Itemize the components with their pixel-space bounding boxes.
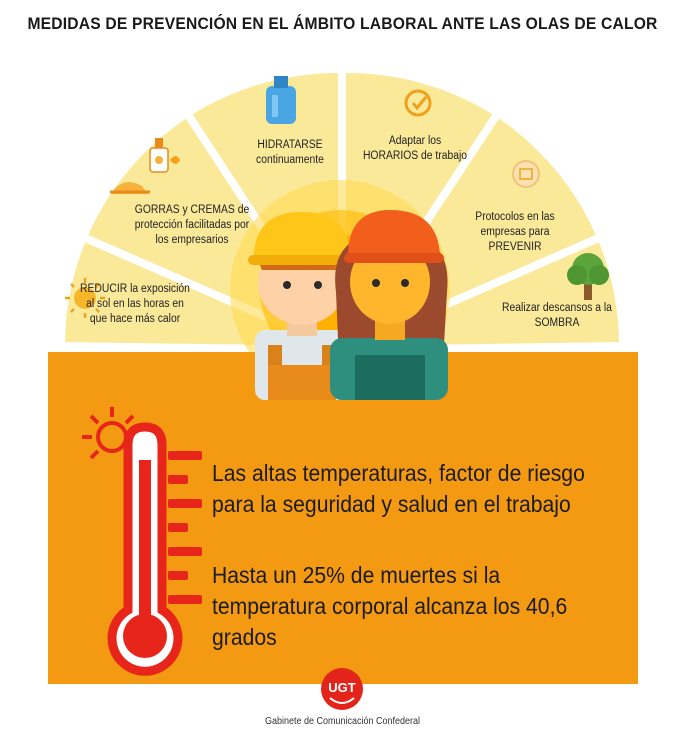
worker-woman [330, 210, 448, 400]
footer-caption: Gabinete de Comunicación Confederal [264, 716, 421, 727]
protocol-icon [512, 160, 540, 188]
sun-icon [65, 278, 105, 318]
measure-label-caps-creams: GORRAS y CREMAS de protección facilitada… [134, 204, 250, 246]
measure-label-reduce: REDUCIR la exposición al sol en las hora… [80, 283, 190, 325]
clock-check-icon [404, 89, 432, 117]
page-title: MEDIDAS DE PREVENCIÓN EN EL ÁMBITO LABOR… [27, 14, 658, 33]
worker-man [248, 212, 356, 400]
measure-label-schedules: Adaptar los HORARIOS de trabajo [362, 135, 468, 162]
measure-label-hydrate: HIDRATARSE continuamente [256, 139, 324, 166]
tree-icon [567, 253, 609, 300]
water-bottle-icon [266, 76, 296, 124]
thermometer-icon [82, 407, 202, 676]
ugt-logo-text: UGT [328, 680, 356, 695]
measure-label-protocols: Protocolos en las empresas para PREVENIR [475, 211, 555, 253]
cap-cream-icon [110, 138, 180, 194]
mortality-message: Hasta un 25% de muertes si la temperatur… [212, 562, 568, 650]
risk-message: Las altas temperaturas, factor de riesgo… [212, 460, 585, 517]
measure-label-shade: Realizar descansos a la SOMBRA [502, 302, 612, 329]
ugt-logo: UGT [321, 668, 363, 710]
